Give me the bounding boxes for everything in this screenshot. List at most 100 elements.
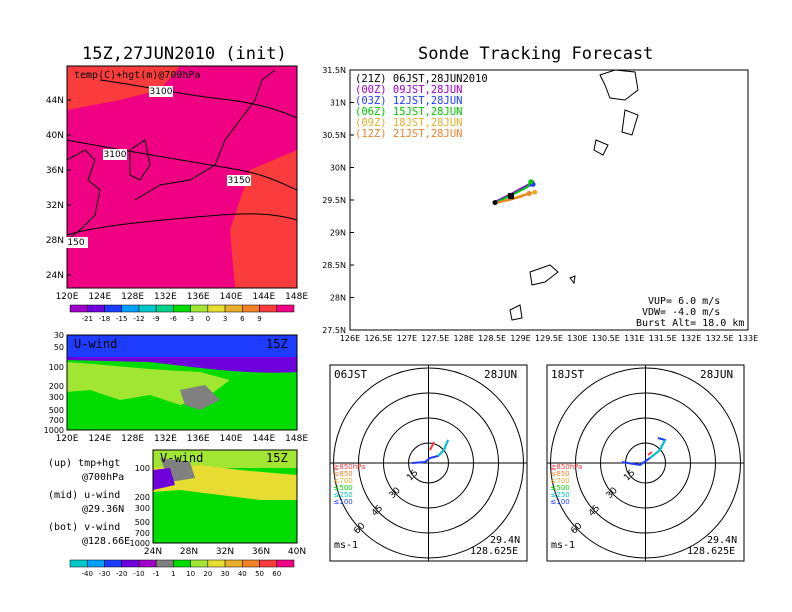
pressure-tick-label: 500 [135,518,150,527]
colorbar-swatch [190,559,209,568]
lon-tick-label: 148E [285,292,308,302]
lat-tick-label: 36N [252,547,270,557]
uwind-panel [66,334,298,431]
tracking-legend-item: (06Z) 15JST,28JUN [355,107,488,118]
height-contour [66,213,298,236]
pressure-tick-label: 200 [135,493,150,502]
colorbar-label: 3 [223,315,227,323]
lat-tick-label: 31.5N [322,66,346,75]
pressure-tick-label: 300 [49,393,64,402]
hodograph-level-label: ≤700 [334,477,353,485]
lon-tick-label: 132.5E [706,334,734,343]
lat-tick-label: 30.5N [322,131,346,140]
lon-tick-label: 128E [121,434,144,444]
legend-code: (00Z) [355,84,387,96]
hodograph-trace [429,441,435,451]
hodo1-time: 06JST [334,368,368,381]
hodograph-level-label: ≤250 [334,491,353,499]
tracking-legend: (21Z) 06JST,28JUN2010 (00Z) 09JST,28JUN (0… [355,74,488,140]
lon-tick-label: 148E [285,434,308,444]
colorbar-swatch [121,559,140,568]
tracking-lat-axis: 31.5N 31N 30.5N 30N 29.5N 29N 28.5N 28N 27.5N [322,66,354,335]
colorbar-swatch [207,304,226,313]
pressure-tick-label: 1000 [130,539,150,548]
colorbar-swatch [173,304,191,313]
legend-bot-title: (bot) v-wind [48,522,121,533]
hodograph-level-label: ≤500 [334,484,353,492]
hodograph-trace [437,439,449,457]
hodograph-labels: 15304560≧850hPa≤850≤700≤500≤250≤10015304… [334,463,638,536]
coastline-japan [134,69,276,201]
temp-field-warm [67,66,297,288]
tracking-lon-axis: 126E 126.5E 127E 127.5E 128E 128.5E 129E 129.5E… [340,334,758,343]
lon-tick-label: 120E [56,292,79,302]
wind-colorbar: -40 -30 -20 -10 -1 1 10 20 30 40 50 60 [69,559,295,578]
colorbar-label: 1 [171,570,175,578]
contour-label: 150 [67,238,84,248]
lat-tick-label: 32N [216,547,234,557]
vwind-label: V-wind [160,451,204,465]
island [593,139,609,156]
temp-lon-axis: 120E 124E 128E 132E 136E 140E 144E 148E [56,292,309,302]
hodo1-date: 28JUN [484,368,518,381]
temp-map [66,65,298,289]
colorbar-swatch [259,559,278,568]
tracking-legend-item: (09Z) 18JST,28JUN [355,118,488,129]
colorbar-label: -15 [116,315,127,323]
lon-tick-label: 126.5E [364,334,392,343]
contour-label-bg [149,86,173,97]
lat-tick-label: 44N [46,96,64,106]
tracking-legend-item: (03Z) 12JST,28JUN [355,96,488,107]
pressure-tick-label: 300 [135,504,150,513]
init-title: 15Z,27JUN2010 (init) [82,44,287,64]
lon-tick-label: 127E [397,334,417,343]
colorbar-label: -9 [153,315,160,323]
colorbar-swatch [69,304,88,313]
hodo1-lat: 29.4N [490,535,521,546]
contour-label: 3150 [228,176,251,186]
legend-up-value: @700hPa [82,472,125,483]
temp-map-frame [66,65,298,289]
colorbar-swatch [69,559,88,568]
island [599,69,639,101]
legend-time: 18JST,28JUN [386,117,463,129]
lat-tick-label: 24N [46,271,64,281]
contour-label-bg [103,149,127,160]
temp-field-warm-north [67,66,180,110]
pressure-tick-label: 100 [135,464,150,473]
colorbar-swatch [138,559,157,568]
lat-tick-label: 27.5N [322,326,346,335]
lon-tick-label: 124E [88,292,111,302]
tracking-legend-item: (21Z) 06JST,28JUN2010 [355,74,488,85]
uwind-field-mid [67,357,297,373]
uwind-time: 15Z [266,337,288,351]
colorbar-swatch [224,304,243,313]
hodo2-date: 28JUN [700,368,734,381]
legend-mid-title: (mid) u-wind [48,490,121,501]
legend-time: 09JST,28JUN [386,84,463,96]
temp-colorbar: -21 -18 -15 -12 -9 -6 -3 0 3 6 9 [69,304,295,323]
lat-tick-label: 29.5N [322,196,346,205]
lat-tick-label: 28N [46,236,64,246]
coastline-korea [129,139,151,181]
colorbar-label: -20 [116,570,127,578]
height-contour [66,139,298,191]
hodo2-lat: 29.4N [707,535,738,546]
colorbar-swatch [104,559,122,568]
lon-tick-label: 140E [220,434,243,444]
hodograph-level-label: ≤100 [334,498,353,506]
vwind-lat-axis: 24N 28N 32N 36N 40N [144,547,306,557]
colorbar-swatch [86,304,105,313]
uwind-label: U-wind [74,337,118,351]
pressure-tick-label: 50 [54,343,64,352]
colorbar-swatch [190,304,209,313]
lon-tick-label: 144E [252,292,275,302]
legend-time: 12JST,28JUN [386,95,463,107]
contour-label-bg [64,237,88,248]
lat-tick-label: 32N [46,201,64,211]
colorbar-label: -10 [133,570,144,578]
pressure-tick-label: 100 [49,363,64,372]
lat-tick-label: 24N [144,547,162,557]
lon-tick-label: 144E [252,434,275,444]
